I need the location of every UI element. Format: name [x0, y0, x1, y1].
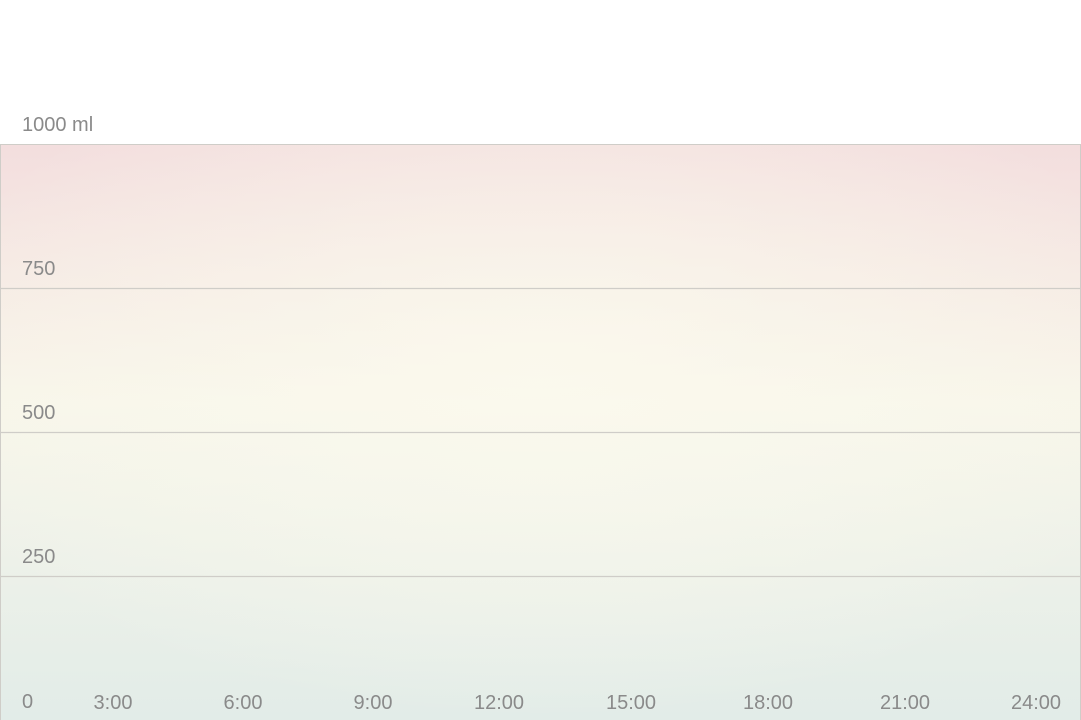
x-tick-label-1800: 18:00	[743, 692, 793, 714]
x-tick-label-300: 3:00	[94, 692, 133, 714]
x-tick-label-2400: 24:00	[1011, 692, 1061, 714]
y-tick-label-250: 250	[22, 546, 55, 568]
y-tick-label-750: 750	[22, 258, 55, 280]
x-tick-label-1200: 12:00	[474, 692, 524, 714]
x-axis-ticks: 3:00 6:00 9:00 12:00 15:00 18:00 21:00 24:00	[94, 692, 1062, 714]
y-axis-ticks: 0 250 500 750 1000 ml	[22, 114, 93, 713]
x-tick-label-2100: 21:00	[880, 692, 930, 714]
y-tick-label-1000: 1000 ml	[22, 114, 93, 136]
x-tick-label-900: 9:00	[354, 692, 393, 714]
x-tick-label-1500: 15:00	[606, 692, 656, 714]
x-tick-label-600: 6:00	[224, 692, 263, 714]
y-tick-label-500: 500	[22, 402, 55, 424]
y-tick-label-0: 0	[22, 691, 33, 713]
